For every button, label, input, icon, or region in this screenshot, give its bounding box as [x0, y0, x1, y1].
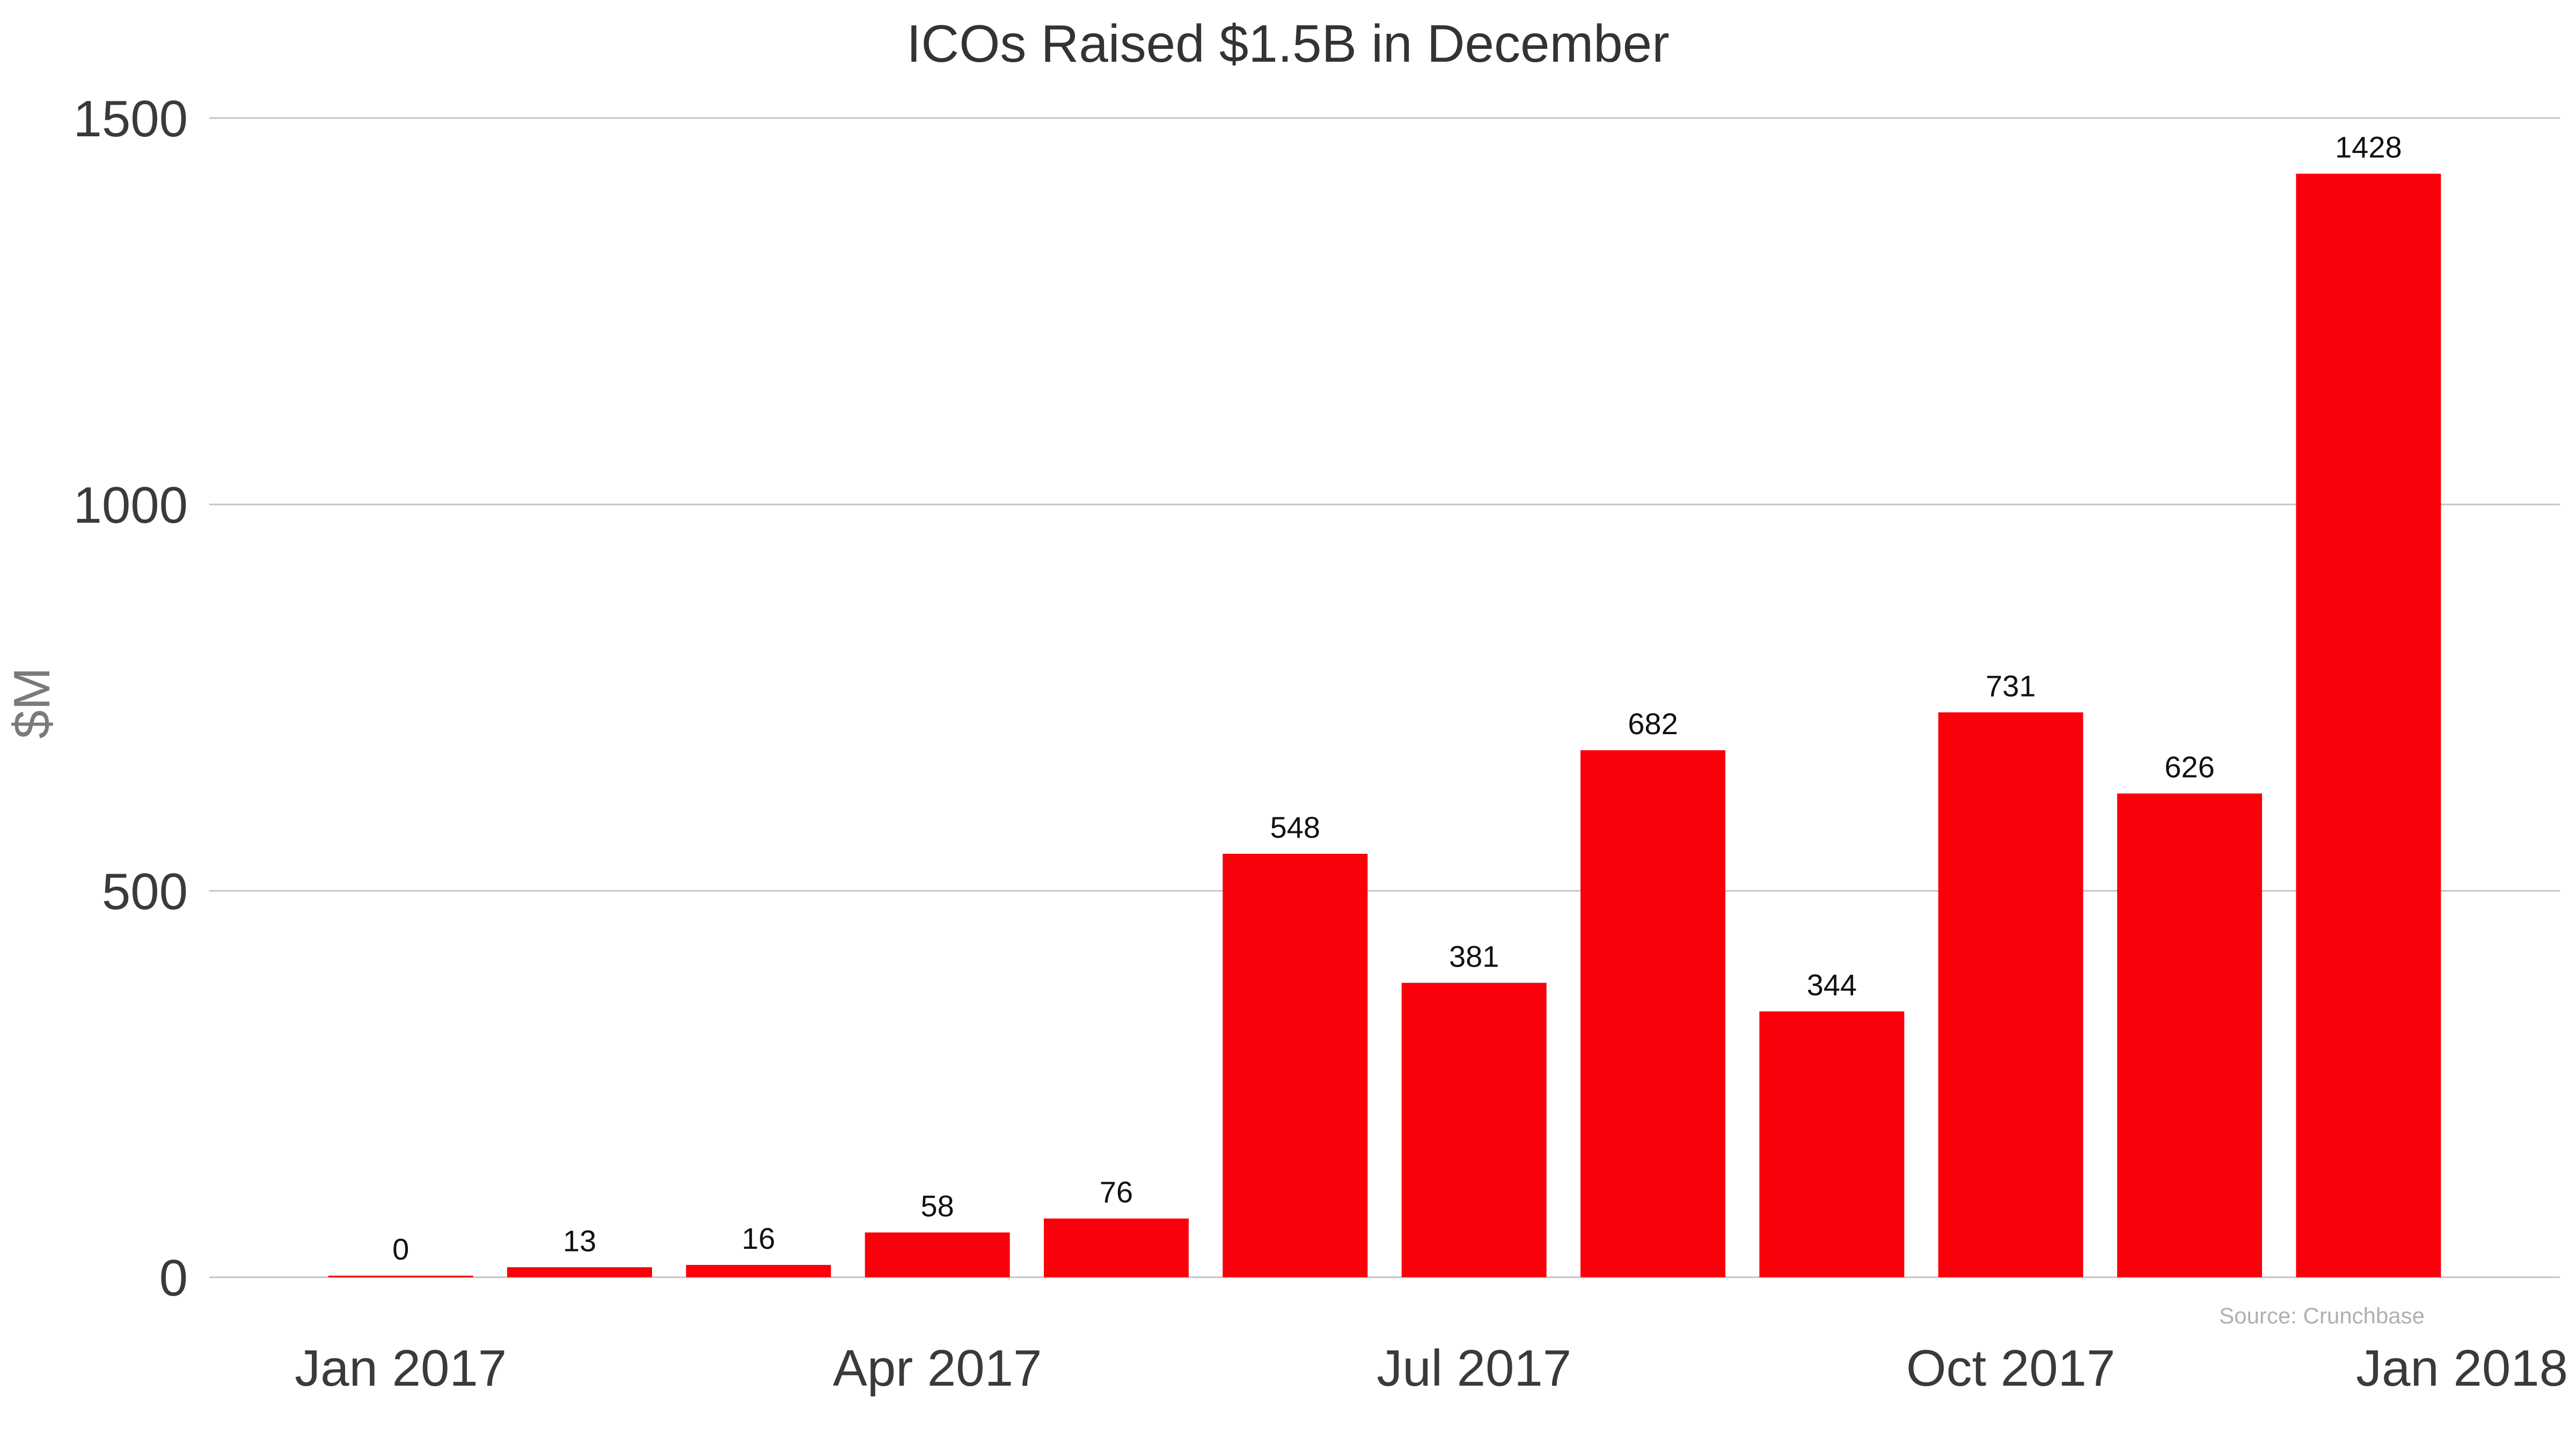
y-tick-label: 1000 [73, 477, 188, 534]
data-label: 731 [1986, 669, 2036, 702]
y-axis-ticks: 0 500 1000 1500 [73, 90, 188, 1307]
bar [686, 1264, 831, 1277]
source-note: Source: Crunchbase [2219, 1303, 2425, 1328]
data-label: 16 [742, 1221, 775, 1255]
data-label: 548 [1270, 810, 1320, 844]
x-tick-label: Jan 2017 [295, 1340, 507, 1397]
bar [1044, 1218, 1189, 1277]
x-tick-label: Jan 2018 [2356, 1340, 2568, 1397]
data-labels: 0 13 16 58 76 548 381 682 344 731 626 1428 [392, 130, 2402, 1266]
y-axis-label: $M [3, 667, 61, 738]
data-label: 13 [563, 1224, 596, 1257]
bar [1580, 750, 1725, 1277]
bars [328, 173, 2441, 1278]
x-tick-label: Oct 2017 [1906, 1340, 2116, 1397]
data-label: 344 [1807, 968, 1857, 1002]
data-label: 1428 [2335, 130, 2402, 164]
bar [2296, 173, 2441, 1278]
bar [865, 1232, 1010, 1277]
data-label: 626 [2164, 750, 2214, 784]
x-axis-ticks: Jan 2017 Apr 2017 Jul 2017 Oct 2017 Jan 2018 [295, 1340, 2568, 1397]
data-label: 682 [1628, 707, 1678, 741]
x-tick-label: Apr 2017 [833, 1340, 1042, 1397]
data-label: 381 [1449, 939, 1499, 973]
y-tick-label: 0 [159, 1249, 188, 1307]
y-tick-label: 500 [102, 863, 188, 920]
data-label: 76 [1100, 1175, 1133, 1209]
bar [507, 1267, 652, 1277]
x-tick-label: Jul 2017 [1377, 1340, 1571, 1397]
bar [2117, 793, 2262, 1277]
bar [328, 1276, 473, 1277]
data-label: 0 [392, 1232, 409, 1266]
chart-title: ICOs Raised $1.5B in December [906, 14, 1670, 73]
bar [1401, 983, 1547, 1277]
bar [1938, 712, 2083, 1277]
data-label: 58 [921, 1189, 954, 1223]
y-tick-label: 1500 [73, 90, 188, 148]
bar [1223, 853, 1368, 1277]
bar [1759, 1011, 1905, 1277]
